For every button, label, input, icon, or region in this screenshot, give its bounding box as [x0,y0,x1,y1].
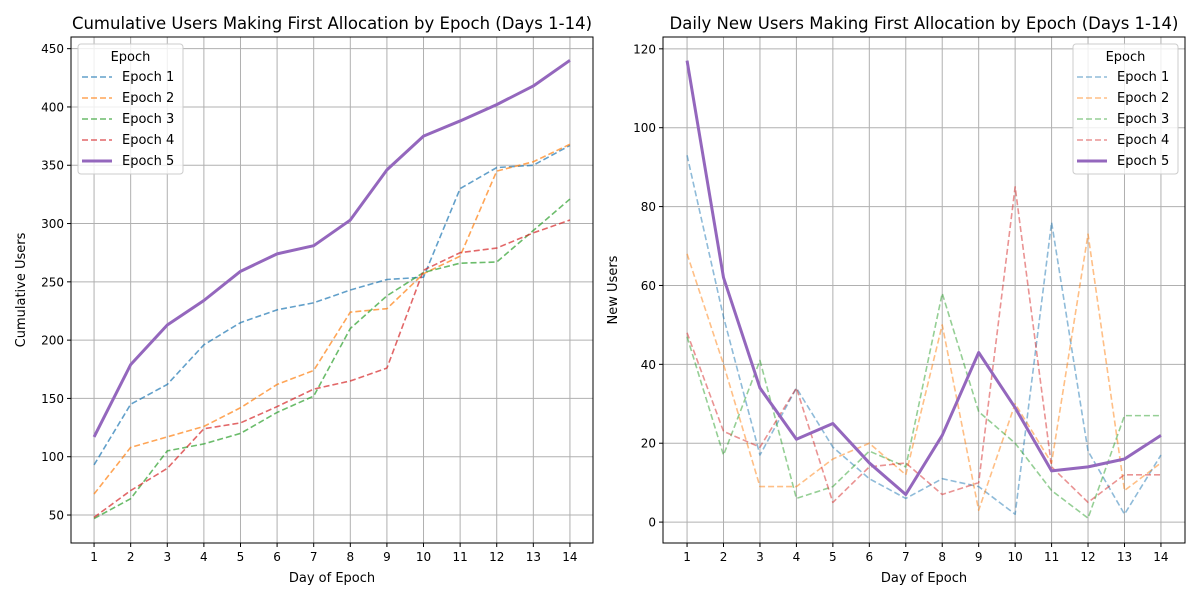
y-axis-label: New Users [606,255,621,324]
x-axis-label: Day of Epoch [881,571,967,586]
series-line-epoch-4 [94,220,570,517]
x-tick-label: 8 [346,550,354,564]
y-tick-label: 100 [633,121,656,135]
x-tick-label: 11 [452,550,467,564]
x-tick-label: 13 [526,550,541,564]
x-tick-label: 9 [975,550,983,564]
y-tick-label: 250 [41,275,64,289]
x-tick-label: 14 [1153,550,1168,564]
legend-label-epoch-5: Epoch 5 [1117,154,1169,169]
y-tick-label: 80 [641,200,656,214]
legend: Epoch Epoch 1 Epoch 2 Epoch 3 Epoch 4 Epoch 5 [78,44,183,174]
x-tick-label: 12 [1080,550,1095,564]
x-tick-label: 5 [237,550,245,564]
legend-label-epoch-3: Epoch 3 [1117,112,1169,127]
x-tick-label: 4 [200,550,208,564]
series-line-epoch-1 [687,155,1161,514]
legend-title: Epoch [111,50,151,65]
y-tick-label: 40 [641,358,656,372]
chart-title: Daily New Users Making First Allocation … [670,14,1179,33]
legend-label-epoch-3: Epoch 3 [122,112,174,127]
x-tick-label: 6 [273,550,281,564]
x-tick-label: 14 [562,550,577,564]
x-tick-label: 1 [683,550,691,564]
legend-title: Epoch [1106,50,1146,65]
y-tick-label: 0 [648,516,656,530]
x-tick-label: 10 [1007,550,1022,564]
series-line-epoch-1 [94,145,570,464]
series-line-epoch-2 [687,234,1161,510]
x-tick-label: 3 [163,550,171,564]
y-tick-label: 20 [641,437,656,451]
x-tick-label: 1 [90,550,98,564]
x-tick-label: 7 [310,550,318,564]
series-line-epoch-3 [687,293,1161,518]
legend-label-epoch-4: Epoch 4 [1117,133,1169,148]
x-tick-label: 2 [720,550,728,564]
x-tick-label: 9 [383,550,391,564]
x-tick-label: 2 [127,550,135,564]
x-tick-label: 6 [866,550,874,564]
y-tick-label: 150 [41,392,64,406]
x-tick-label: 8 [938,550,946,564]
y-tick-label: 350 [41,159,64,173]
chart-title: Cumulative Users Making First Allocation… [72,14,592,33]
y-tick-label: 200 [41,334,64,348]
x-tick-label: 3 [756,550,764,564]
x-tick-label: 7 [902,550,910,564]
y-tick-label: 120 [633,42,656,56]
y-tick-label: 100 [41,450,64,464]
x-axis-label: Day of Epoch [289,571,375,586]
legend-label-epoch-2: Epoch 2 [1117,91,1169,106]
y-tick-label: 300 [41,217,64,231]
legend-label-epoch-5: Epoch 5 [122,154,174,169]
y-tick-label: 400 [41,100,64,114]
legend: Epoch Epoch 1 Epoch 2 Epoch 3 Epoch 4 Epoch 5 [1073,44,1178,174]
x-tick-label: 12 [489,550,504,564]
y-tick-label: 60 [641,279,656,293]
y-tick-label: 450 [41,42,64,56]
x-tick-label: 5 [829,550,837,564]
legend-label-epoch-2: Epoch 2 [122,91,174,106]
x-tick-label: 13 [1117,550,1132,564]
series-line-epoch-3 [94,199,570,518]
x-tick-label: 4 [793,550,801,564]
legend-label-epoch-4: Epoch 4 [122,133,174,148]
legend-label-epoch-1: Epoch 1 [122,70,174,85]
x-tick-label: 11 [1044,550,1059,564]
series-line-epoch-2 [94,144,570,494]
legend-label-epoch-1: Epoch 1 [1117,70,1169,85]
y-axis-label: Cumulative Users [14,232,29,347]
y-tick-label: 50 [49,509,64,523]
x-tick-label: 10 [416,550,431,564]
